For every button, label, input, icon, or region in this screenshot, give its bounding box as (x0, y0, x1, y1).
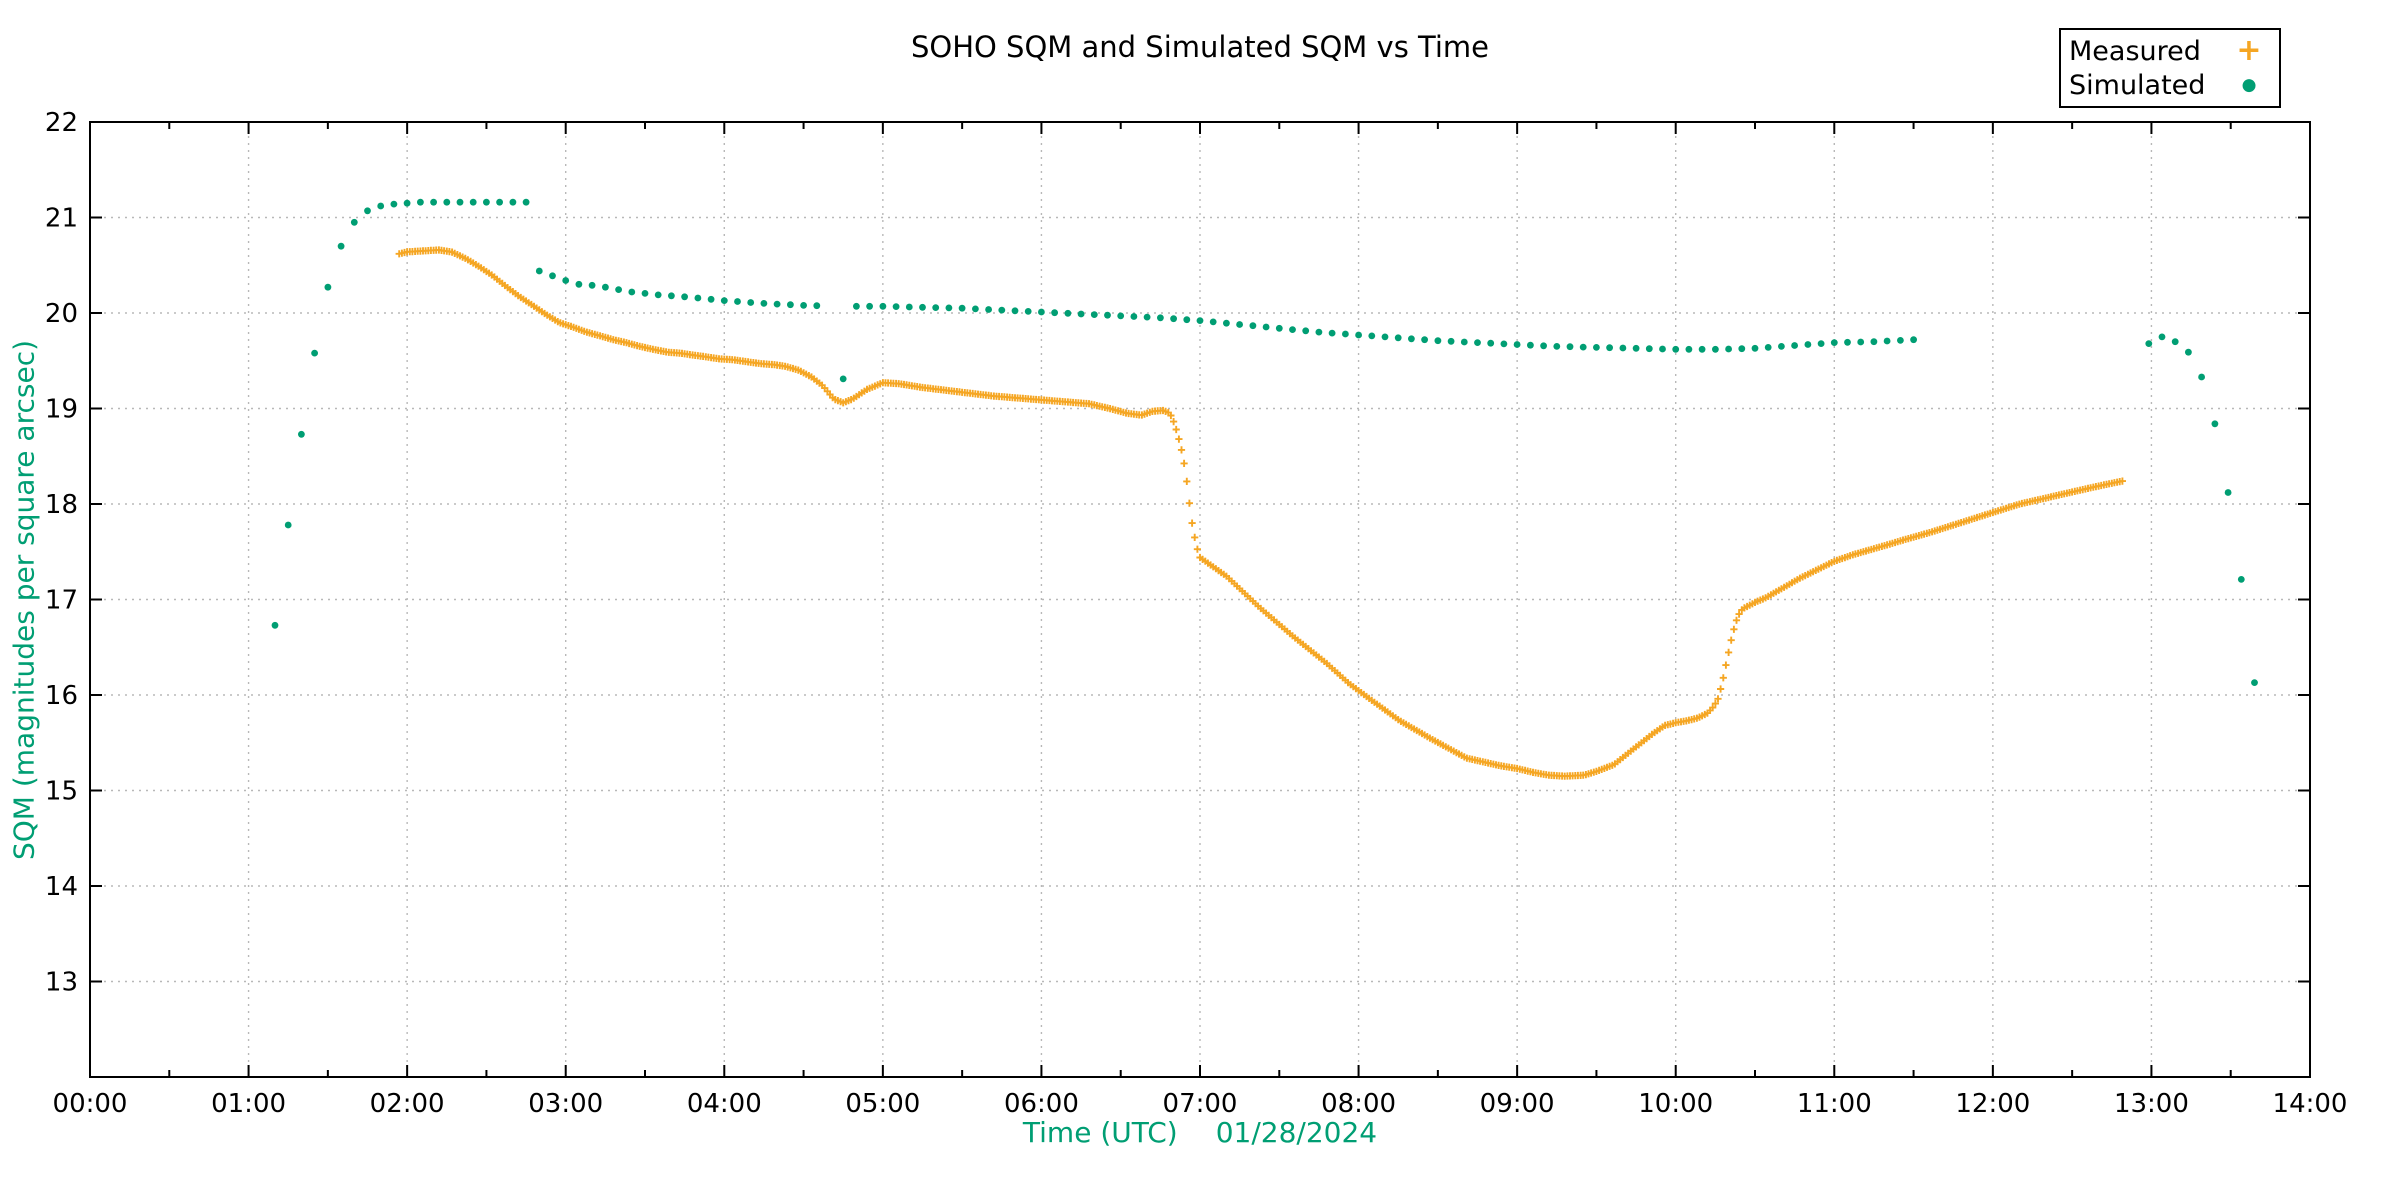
svg-text:05:00: 05:00 (845, 1089, 920, 1119)
svg-text:02:00: 02:00 (370, 1089, 445, 1119)
x-tick-labels: 00:00 01:00 02:00 03:00 04:00 05:00 06:00 07:00… (53, 1089, 2348, 1119)
svg-text:15: 15 (45, 777, 78, 807)
svg-text:08:00: 08:00 (1321, 1089, 1396, 1119)
svg-text:13:00: 13:00 (2114, 1089, 2189, 1119)
svg-text:12:00: 12:00 (1955, 1089, 2030, 1119)
svg-text:20: 20 (45, 299, 78, 329)
x-axis-title: Time (UTC) 01/28/2024 (0, 1116, 2400, 1149)
svg-text:21: 21 (45, 204, 78, 234)
svg-text:19: 19 (45, 395, 78, 425)
plus-icon: + (2236, 33, 2262, 68)
series-measured (395, 246, 2126, 780)
x-axis-title-text: Time (UTC) (1022, 1116, 1178, 1149)
legend-label-measured: Measured (2069, 35, 2201, 67)
chart-title: SOHO SQM and Simulated SQM vs Time (910, 30, 1490, 64)
svg-text:14: 14 (45, 872, 78, 902)
svg-text:01:00: 01:00 (211, 1089, 286, 1119)
dot-icon: ● (2241, 75, 2257, 95)
svg-text:00:00: 00:00 (53, 1089, 128, 1119)
svg-text:14:00: 14:00 (2273, 1089, 2348, 1119)
svg-text:10:00: 10:00 (1638, 1089, 1713, 1119)
svg-text:16: 16 (45, 681, 78, 711)
legend-entry-simulated: Simulated ● (2069, 68, 2269, 102)
svg-text:22: 22 (45, 108, 78, 138)
legend: Measured + Simulated ● (2059, 28, 2281, 108)
y-tick-labels: 22 21 20 19 18 17 16 15 14 13 (45, 108, 78, 998)
svg-text:03:00: 03:00 (528, 1089, 603, 1119)
legend-entry-measured: Measured + (2069, 34, 2269, 68)
svg-text:13: 13 (45, 968, 78, 998)
svg-text:06:00: 06:00 (1004, 1089, 1079, 1119)
y-axis-title: SQM (magnitudes per square arcsec) (7, 339, 41, 861)
svg-text:17: 17 (45, 586, 78, 616)
series-simulated (271, 198, 2258, 686)
svg-text:04:00: 04:00 (687, 1089, 762, 1119)
svg-text:11:00: 11:00 (1797, 1089, 1872, 1119)
axis-ticks (89, 121, 2311, 1077)
svg-text:09:00: 09:00 (1480, 1089, 1555, 1119)
grid-lines (90, 122, 2310, 1077)
svg-text:07:00: 07:00 (1163, 1089, 1238, 1119)
svg-text:18: 18 (45, 490, 78, 520)
x-axis-date: 01/28/2024 (1215, 1116, 1378, 1149)
legend-label-simulated: Simulated (2069, 69, 2206, 101)
